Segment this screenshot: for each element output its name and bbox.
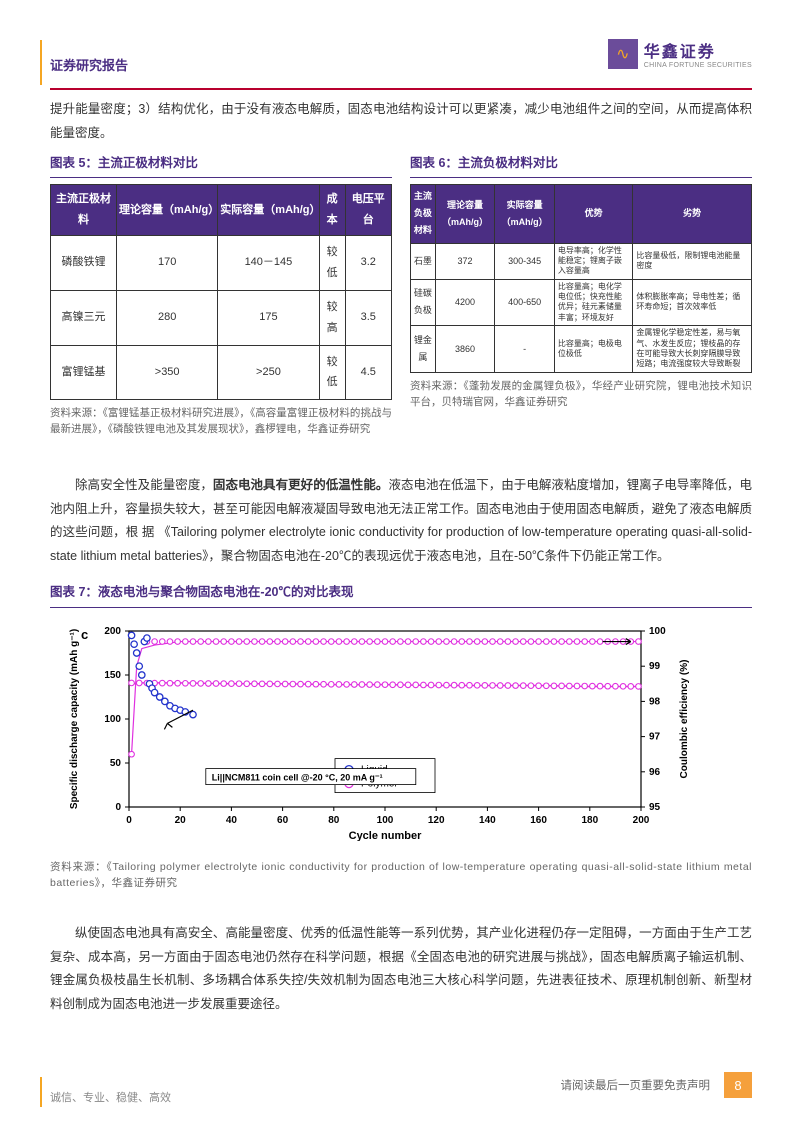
footer-motto: 诚信、专业、稳健、高效 [50,1089,171,1105]
header-divider [50,88,752,90]
svg-text:40: 40 [226,815,238,826]
svg-text:60: 60 [277,815,289,826]
table-row: 高镍三元280175较高3.5 [51,290,392,345]
table-header: 主流正极材料 [51,185,117,236]
svg-text:96: 96 [649,766,661,777]
fig5-title: 图表 5：主流正极材料对比 [50,152,392,179]
svg-text:97: 97 [649,731,661,742]
logo-en: CHINA FORTUNE SECURITIES [644,62,752,69]
svg-text:Coulombic efficiency (%): Coulombic efficiency (%) [679,659,690,778]
footer-accent-line [40,1077,42,1107]
table-header: 劣势 [633,185,752,243]
svg-text:Li||NCM811 coin cell @-20 °C,: Li||NCM811 coin cell @-20 °C, 20 mA g⁻¹ [212,772,383,782]
report-type-title: 证券研究报告 [50,55,128,74]
table-anode-materials: 主流负极材料理论容量（mAh/g）实际容量（mAh/g）优势劣势 石墨37230… [410,184,752,373]
footer-disclaimer: 请阅读最后一页重要免责声明 [561,1077,725,1093]
table-header: 优势 [554,185,632,243]
logo-icon: ∿ [608,39,638,69]
svg-text:200: 200 [633,815,650,826]
table-row: 磷酸铁锂170140－145较低3.2 [51,236,392,291]
table-header: 实际容量（mAh/g） [218,185,319,236]
svg-text:180: 180 [581,815,598,826]
svg-text:0: 0 [115,802,121,813]
svg-text:Cycle number: Cycle number [349,830,422,841]
page-number: 8 [724,1072,752,1098]
table-header: 主流负极材料 [411,185,436,243]
svg-text:150: 150 [104,670,121,681]
svg-text:140: 140 [479,815,496,826]
svg-text:95: 95 [649,802,661,813]
fig6-title: 图表 6：主流负极材料对比 [410,152,752,179]
svg-text:50: 50 [110,758,122,769]
table-header: 成本 [319,185,345,236]
fig7-chart: 0 20 40 60 80 100 120 140 160 180 200 0 50 100 150 200 9… [50,616,752,855]
svg-text:100: 100 [377,815,394,826]
svg-text:160: 160 [530,815,547,826]
svg-text:98: 98 [649,696,661,707]
table-row: 锂金属3860-比容量高；电极电位极低金属锂化学稳定性差，易与氧气、水发生反应；… [411,326,752,373]
fig7-title: 图表 7：液态电池与聚合物固态电池在-20℃的对比表现 [50,581,752,608]
svg-text:80: 80 [328,815,340,826]
header-accent-line [40,40,42,85]
svg-text:0: 0 [126,815,132,826]
company-logo: ∿ 华鑫证券 CHINA FORTUNE SECURITIES [608,38,752,69]
intro-paragraph: 提升能量密度；3）结构优化，由于没有液态电解质，固态电池结构设计可以更紧凑，减少… [50,98,752,146]
svg-text:120: 120 [428,815,445,826]
svg-text:100: 100 [104,714,121,725]
paragraph-low-temp: 除高安全性及能量密度，固态电池具有更好的低温性能。液态电池在低温下，由于电解液粘… [50,474,752,569]
svg-text:20: 20 [175,815,187,826]
fig6-source: 资料来源：《蓬勃发展的金属锂负极》，华经产业研究院，锂电池技术知识平台，贝特瑞官… [410,379,752,411]
svg-text:100: 100 [649,626,666,637]
table-cathode-materials: 主流正极材料理论容量（mAh/g）实际容量（mAh/g）成本电压平台 磷酸铁锂1… [50,184,392,400]
fig7-source: 资料来源：《Tailoring polymer electrolyte ioni… [50,860,752,892]
table-row: 硅碳负极4200400-650比容量高；电化学电位低；快充性能优异；硅元素储量丰… [411,279,752,326]
svg-text:99: 99 [649,661,661,672]
table-header: 电压平台 [345,185,391,236]
table-row: 石墨372300-345电导率高；化学性能稳定；锂离子嵌入容量高比容量极低，限制… [411,243,752,279]
svg-text:Specific discharge capacity (m: Specific discharge capacity (mAh g⁻¹) [69,628,80,808]
table-row: 富锂锰基>350>250较低4.5 [51,345,392,400]
svg-text:c: c [81,627,88,642]
paragraph-challenges: 纵使固态电池具有高安全、高能量密度、优秀的低温性能等一系列优势，其产业化进程仍存… [50,922,752,1017]
table-header: 理论容量（mAh/g） [117,185,218,236]
svg-text:200: 200 [104,626,121,637]
fig5-source: 资料来源：《富锂锰基正极材料研究进展》，《高容量富锂正极材料的挑战与最新进展》，… [50,406,392,438]
table-header: 实际容量（mAh/g） [495,185,555,243]
logo-cn: 华鑫证券 [644,38,752,62]
table-header: 理论容量（mAh/g） [435,185,495,243]
